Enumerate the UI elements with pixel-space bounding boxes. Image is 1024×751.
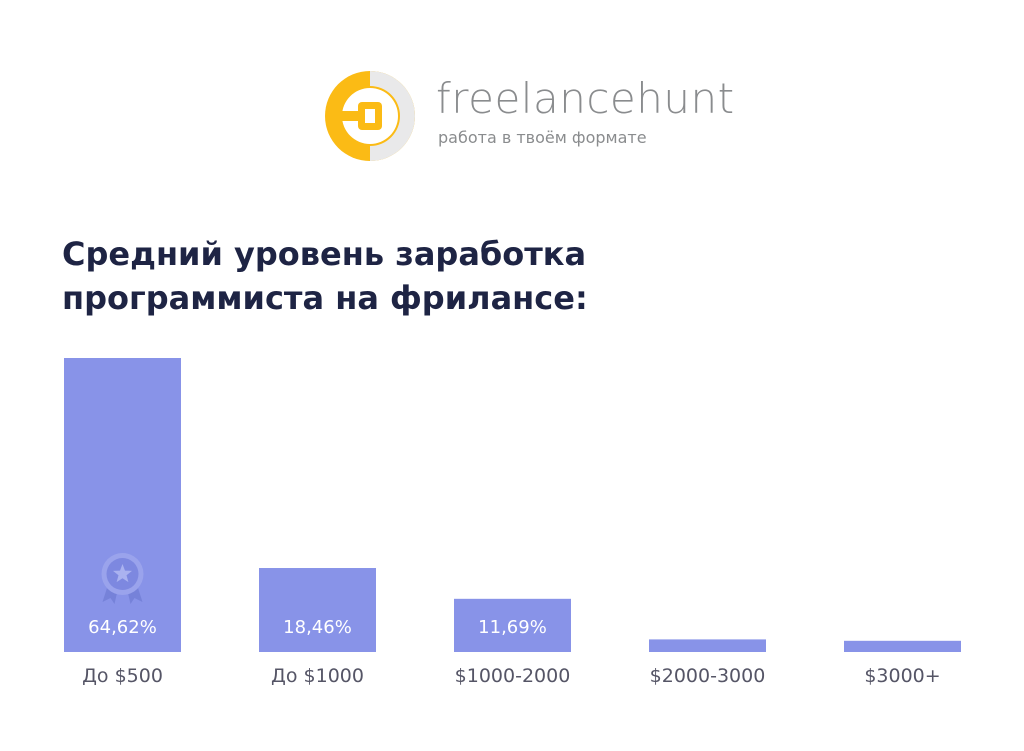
award-icon xyxy=(101,553,144,604)
category-label-3: $1000-2000 xyxy=(455,665,571,687)
bar-4 xyxy=(649,639,766,652)
bar-value-label-2: 18,46% xyxy=(283,617,352,638)
bar-1 xyxy=(64,358,181,652)
category-label-4: $2000-3000 xyxy=(650,665,766,687)
freelancehunt-logo-icon xyxy=(325,71,415,161)
bar-value-label-5: 2,46% xyxy=(874,617,931,638)
bar-chart: 64,62% До $500 18,46% До $1000 11,69% $1000-2… xyxy=(64,358,961,687)
bar-5 xyxy=(844,640,961,652)
title-line-1: Средний уровень заработка xyxy=(62,235,587,273)
bar-value-label-3: 11,69% xyxy=(478,617,547,638)
bar-value-label-4: 2,77% xyxy=(679,617,736,638)
category-label-1: До $500 xyxy=(82,665,163,687)
title-line-2: программиста на фрилансе: xyxy=(62,279,588,317)
page-title: Средний уровень заработка программиста н… xyxy=(62,232,962,320)
logo-name: freelancehunt xyxy=(436,74,735,123)
logo-tagline: работа в твоём формате xyxy=(438,128,647,147)
category-label-5: $3000+ xyxy=(864,665,940,687)
bar-2 xyxy=(259,568,376,652)
category-label-2: До $1000 xyxy=(271,665,364,687)
bar-3 xyxy=(454,598,571,652)
bar-value-label-1: 64,62% xyxy=(88,617,157,638)
logo: freelancehunt работа в твоём формате xyxy=(322,68,734,168)
